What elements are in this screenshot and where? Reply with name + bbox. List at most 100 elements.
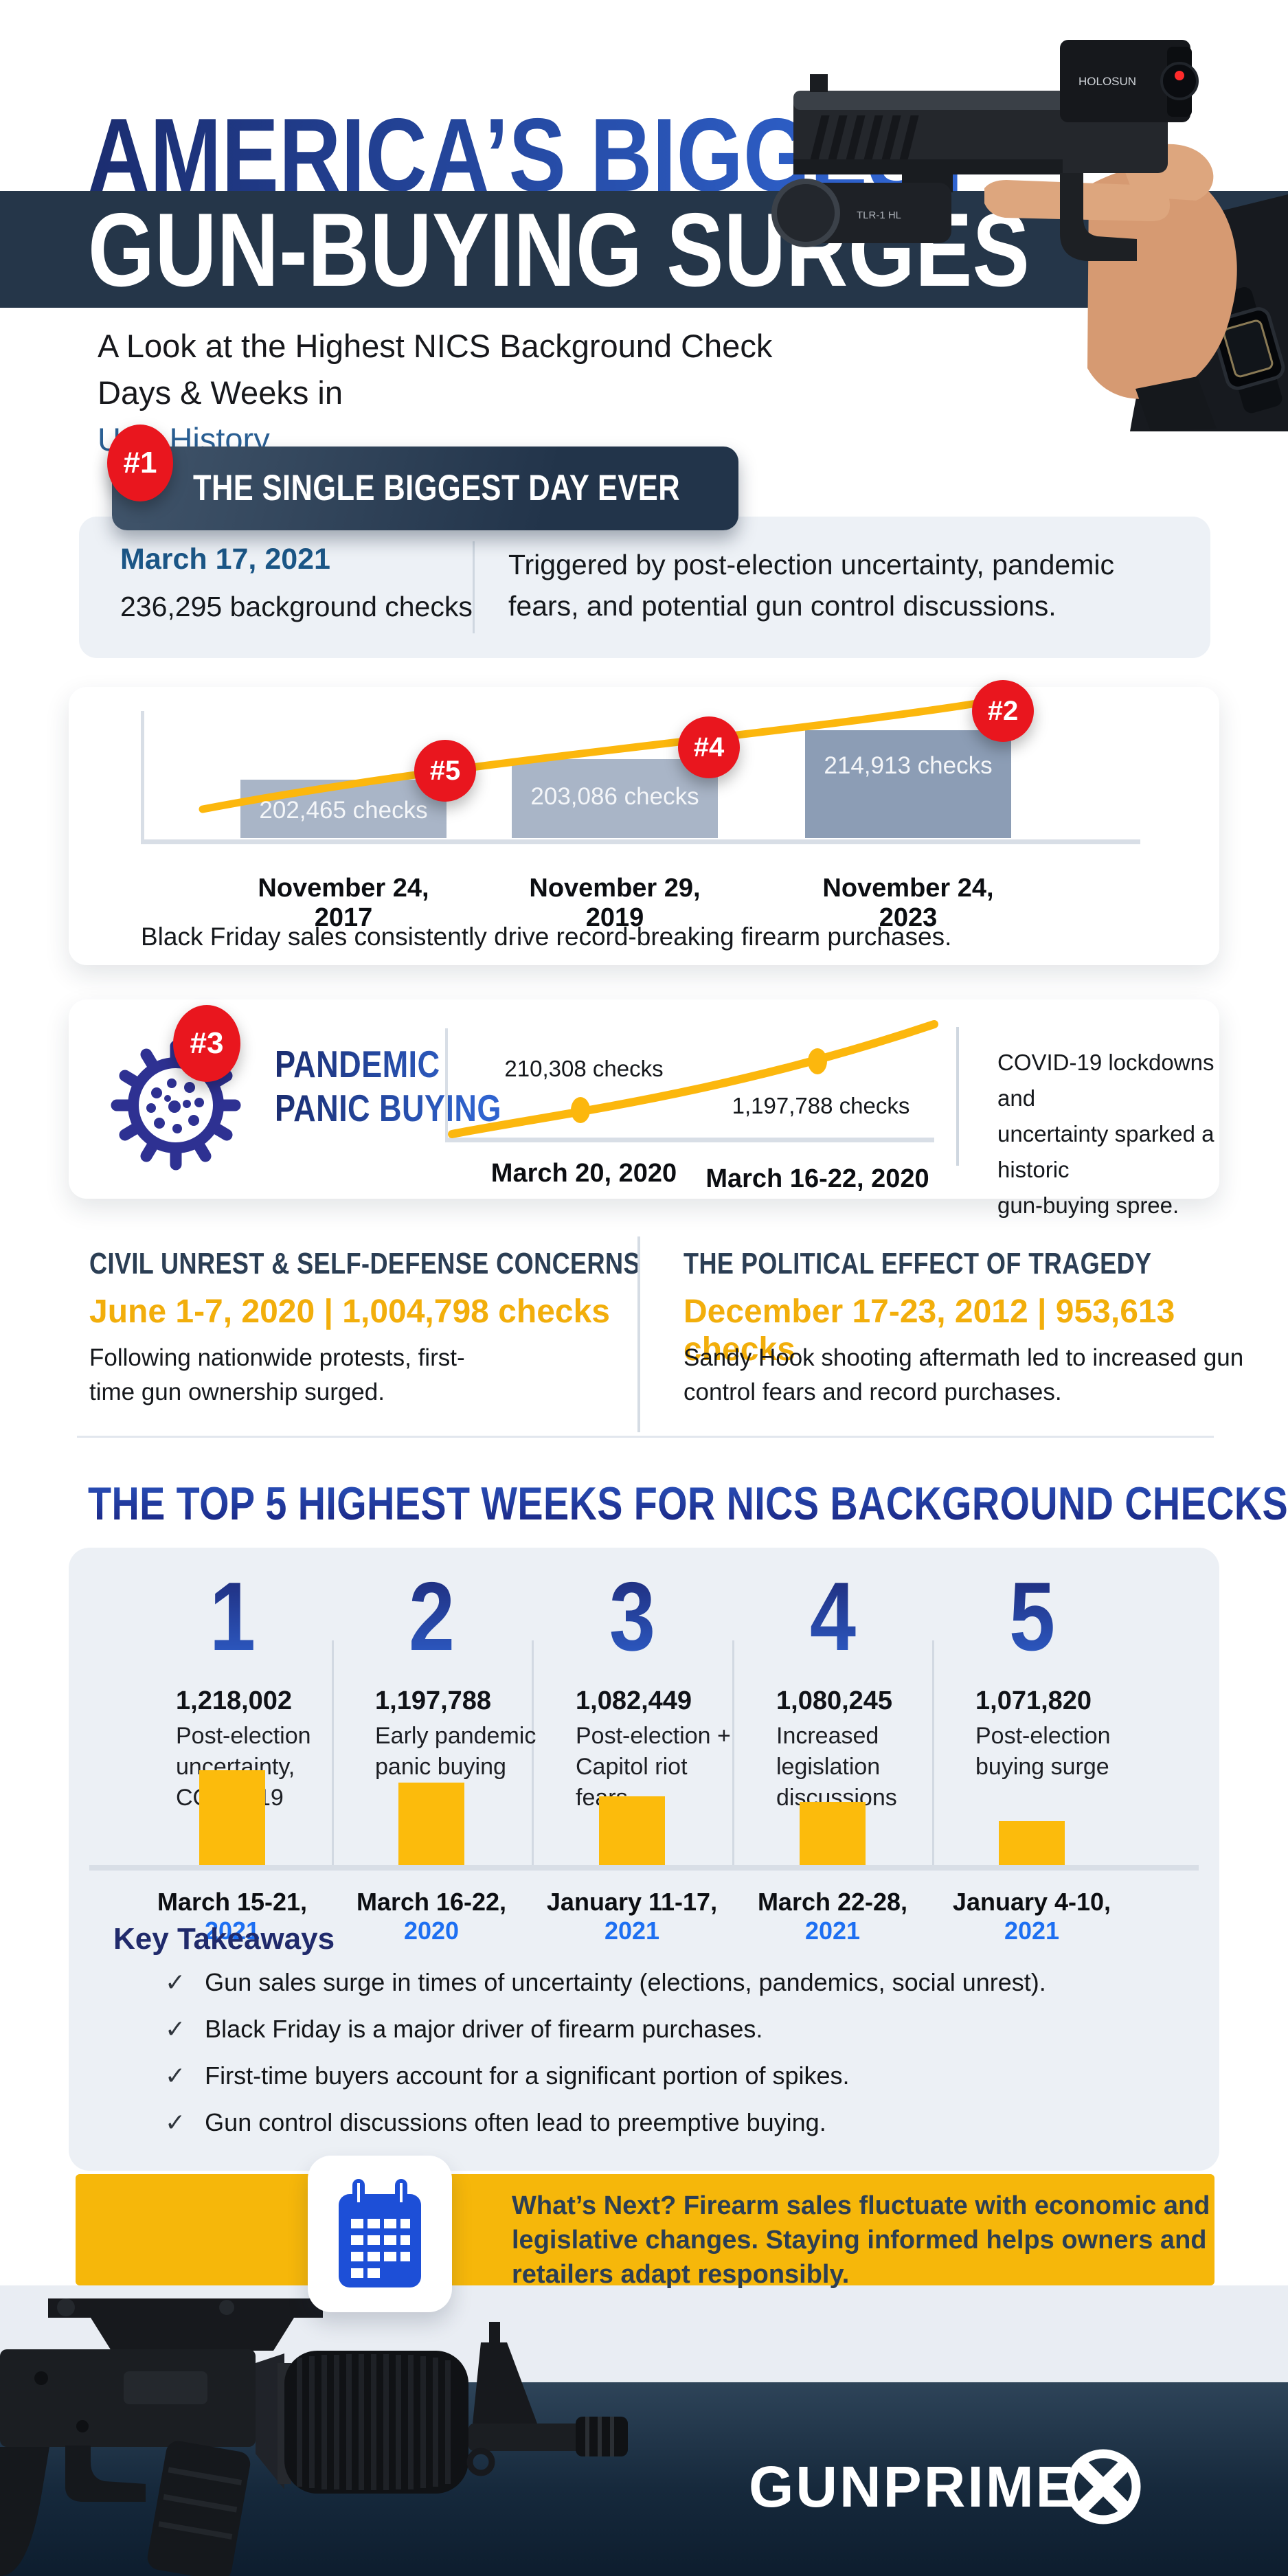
check-icon: ✓ [165, 2108, 186, 2136]
black-friday-card: 202,465 checks 203,086 checks 214,913 ch… [69, 680, 1219, 965]
brand-glyph-icon [1065, 2449, 1141, 2524]
biggest-day-title-pill: THE SINGLE BIGGEST DAY EVER [112, 447, 738, 530]
top5-value: 1,082,449 [576, 1686, 692, 1715]
biggest-day-description: Triggered by post-election uncertainty, … [508, 549, 1114, 622]
pandemic-point1-value: 210,308 checks [504, 1056, 664, 1081]
event-left-description: Following nationwide protests, first- ti… [89, 1344, 465, 1405]
bf-bar [805, 730, 1011, 838]
pandemic-title: PANDEMIC PANIC BUYING [275, 1043, 501, 1129]
divider [637, 1236, 640, 1432]
top5-date: March 22-28, 2021 [757, 1888, 908, 1945]
bf-bar-date: November 29, 2019 [529, 874, 701, 932]
whats-next-text: What’s Next? Firearm sales fluctuate wit… [512, 2191, 1210, 2289]
top5-title: THE TOP 5 HIGHEST WEEKS FOR NICS BACKGRO… [88, 1478, 1288, 1530]
top5-rank: 4 [809, 1562, 856, 1671]
top5-description: Early pandemic panic buying [375, 1723, 536, 1780]
whats-next-banner [76, 2174, 1214, 2285]
rank-badge-5: #5 [414, 740, 476, 802]
takeaways-title: Key Takeaways [113, 1922, 335, 1956]
event-left-stat: June 1-7, 2020 | 1,004,798 checks [89, 1293, 610, 1330]
front-sight [810, 74, 828, 92]
bf-bar-date: November 24, 2023 [822, 874, 994, 932]
x-axis [445, 1138, 934, 1142]
divider [532, 1640, 534, 1865]
event-right-title: THE POLITICAL EFFECT OF TRAGEDY [683, 1247, 1152, 1280]
carry-handle [48, 2298, 323, 2351]
check-icon: ✓ [165, 1968, 186, 1996]
calendar-icon [339, 2179, 421, 2287]
weapon-light: TLR-1 HL [771, 170, 953, 247]
takeaway-item: ✓ Gun sales surge in times of uncertainty… [165, 1968, 1046, 1996]
pandemic-point2-value: 1,197,788 checks [732, 1093, 910, 1118]
top5-description: Increased legislation discussions [776, 1723, 897, 1811]
event-right-stat: December 17-23, 2012 | 953,613 checks [683, 1293, 1175, 1368]
top5-value: 1,197,788 [375, 1686, 492, 1715]
bf-bar-value: 203,086 checks [530, 783, 699, 810]
event-left-title: CIVIL UNREST & SELF-DEFENSE CONCERNS [89, 1247, 640, 1280]
pandemic-card: #3 PANDEMIC PANIC BUYING 210,308 checks … [69, 999, 1219, 1218]
top5-card: 1 2 3 4 5 1,218,002 1,197,788 1,082,449 … [69, 1548, 1219, 2171]
bf-bar-value: 214,913 checks [824, 752, 993, 779]
section-divider [77, 1436, 1214, 1438]
barrel-shadow [793, 159, 1063, 174]
data-point [571, 1097, 590, 1123]
divider [932, 1640, 934, 1865]
hand [1087, 167, 1237, 399]
light-label: TLR-1 HL [857, 210, 901, 221]
data-point [808, 1048, 827, 1074]
slide-serrations [809, 115, 919, 165]
rank-badge-2: #2 [972, 680, 1034, 742]
check-icon: ✓ [165, 2061, 186, 2090]
top5-rank: 3 [609, 1562, 655, 1671]
top5-bar [599, 1796, 665, 1865]
bf-bar [240, 780, 447, 838]
top5-bar [398, 1783, 464, 1865]
grip [1136, 376, 1217, 431]
biggest-day-checks: 236,295 background checks [120, 591, 473, 622]
divider [732, 1640, 734, 1865]
takeaway-item: ✓ Black Friday is a major driver of firea… [165, 2015, 763, 2043]
bf-trend-line [199, 697, 999, 813]
top5-bar [800, 1802, 866, 1865]
y-axis [141, 711, 144, 844]
top5-rank: 1 [209, 1562, 256, 1671]
trigger-guard [65, 2445, 146, 2502]
takeaway-item: ✓ Gun control discussions often lead to p… [165, 2108, 826, 2136]
rank-badge-1: #1 [107, 425, 173, 501]
red-dot-sight: HOLOSUN [1060, 40, 1199, 122]
top5-value: 1,218,002 [176, 1686, 293, 1715]
top5-bar [999, 1821, 1065, 1865]
top5-baseline [89, 1865, 1199, 1871]
rifle-illustration [0, 2298, 628, 2576]
sight-label: HOLOSUN [1078, 75, 1136, 88]
trigger-guard [1060, 173, 1137, 261]
top5-date: March 16-22, 2020 [356, 1888, 507, 1945]
check-icon: ✓ [165, 2015, 186, 2043]
virus-icon [111, 1040, 241, 1171]
brand-logo: GUNPRIME [749, 2454, 1076, 2519]
takeaway-item: ✓ First-time buyers account for a signifi… [165, 2061, 850, 2090]
pandemic-point2-date: March 16-22, 2020 [705, 1164, 929, 1193]
event-right-description: Sandy Hook shooting aftermath led to inc… [683, 1344, 1244, 1405]
divider [956, 1027, 959, 1166]
divider [332, 1640, 334, 1865]
pandemic-description: COVID-19 lockdowns and uncertainty spark… [997, 1050, 1214, 1218]
top5-description: Post-election buying surge [975, 1723, 1111, 1780]
top5-date: January 4-10, 2021 [952, 1888, 1111, 1945]
x-axis [141, 839, 1140, 844]
bf-bar-value: 202,465 checks [259, 797, 428, 824]
bf-bar [512, 759, 718, 838]
pistol-in-hand-illustration: HOLOSUN TLR-1 HL [771, 40, 1288, 431]
pandemic-line-chart [448, 1020, 938, 1138]
pistol-grip [0, 2447, 49, 2576]
bf-bar-date: November 24, 2017 [258, 874, 429, 932]
pandemic-point1-date: March 20, 2020 [490, 1159, 677, 1188]
top5-rank: 5 [1008, 1562, 1055, 1671]
top5-date: January 11-17, 2021 [546, 1888, 718, 1945]
biggest-day-date: March 17, 2021 [120, 543, 330, 576]
biggest-day-card: March 17, 2021 236,295 background checks… [79, 517, 1210, 658]
wrist-watch [1211, 286, 1285, 414]
top5-bar [199, 1770, 265, 1865]
calendar-card [308, 2156, 452, 2312]
